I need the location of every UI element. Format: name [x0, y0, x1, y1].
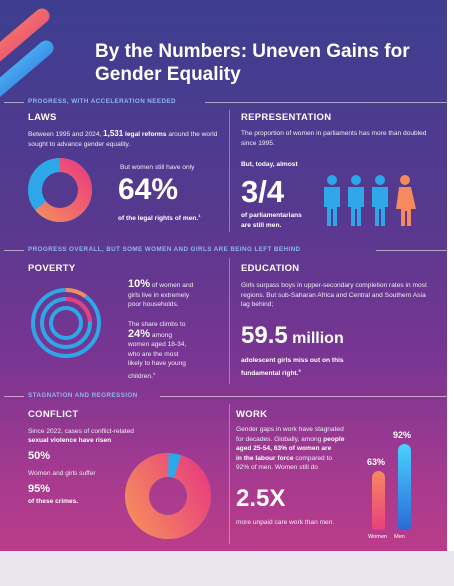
- conflict-heading: CONFLICT: [28, 409, 79, 420]
- conflict-mid-text: Women and girls suffer: [28, 470, 96, 477]
- work-intro-a: Gender gaps in work have stagnated: [236, 426, 344, 433]
- poverty-footnote: 4: [152, 370, 156, 376]
- poverty-heading: POVERTY: [28, 263, 76, 274]
- poverty-stat-2-c: women aged 18-34,: [128, 341, 187, 348]
- work-heading: WORK: [236, 409, 268, 420]
- conflict-intro-a: Since 2022, cases of conflict-related: [28, 428, 134, 435]
- band-label-progress: PROGRESS, WITH ACCELERATION NEEDED: [28, 98, 176, 105]
- conflict-caption: of these crimes.: [28, 498, 79, 505]
- education-stat: 59.5 million: [241, 322, 344, 353]
- work-bar-value-label: 92%: [393, 429, 412, 440]
- laws-caption: of the legal rights of men.1: [118, 211, 200, 224]
- band-label-overall: PROGRESS OVERALL, BUT SOME WOMEN AND GIR…: [28, 246, 301, 253]
- poverty-stat-2-f: children.: [128, 372, 153, 380]
- divider-row2: [229, 258, 230, 384]
- poverty-ring-chart: [31, 288, 101, 358]
- poverty-stat-1-num: 10%: [128, 278, 151, 290]
- band-rule-right-3: [160, 396, 447, 397]
- work-intro: Gender gaps in work have stagnated for d…: [236, 425, 376, 473]
- poverty-ring-24pct: [40, 297, 92, 349]
- laws-donut-slice: [28, 158, 92, 222]
- laws-donut-chart: [28, 158, 92, 222]
- work-bar-category-label: Men: [394, 534, 405, 540]
- band-rule-left-2: [4, 250, 24, 251]
- representation-but-text: But, today, almost: [241, 161, 298, 168]
- poverty-stat-1-c: poor households.: [128, 301, 179, 308]
- laws-intro-c: around the world sought to advance gende…: [28, 131, 218, 148]
- work-bar-chart: 63% Women 92% Men: [366, 420, 422, 544]
- work-intro-f: compared to: [295, 454, 333, 462]
- poverty-stat-1-a: of women and: [151, 282, 194, 289]
- divider-row3: [229, 404, 230, 544]
- conflict-stat-2: 95%: [28, 483, 51, 495]
- poverty-stat-2: The share climbs to 24% among women aged…: [128, 320, 226, 381]
- conflict-donut-chart: [125, 453, 211, 539]
- representation-stat: 3/4: [241, 174, 285, 209]
- work-bar-value-label: 63%: [367, 456, 386, 467]
- education-footnote: 5: [298, 368, 301, 373]
- work-intro-e: in the labour force: [236, 454, 294, 462]
- laws-intro-b: legal reforms: [125, 131, 167, 138]
- conflict-donut-slice: [125, 453, 211, 539]
- laws-intro-a: Between 1995 and 2024,: [28, 131, 102, 138]
- work-stat: 2.5X: [236, 485, 286, 512]
- representation-caption-b: are still men.: [241, 222, 282, 229]
- poverty-ring-track: [49, 306, 83, 340]
- laws-but-text: But women still have only: [120, 164, 195, 171]
- decorative-stripes: [0, 8, 54, 98]
- work-caption: more unpaid care work than men.: [236, 519, 335, 526]
- band-rule-right-2: [376, 250, 447, 251]
- poverty-stat-2-b: among: [151, 331, 173, 339]
- representation-caption-a: of parliamentarians: [241, 212, 302, 219]
- education-stat-unit: million: [292, 330, 344, 347]
- laws-intro: Between 1995 and 2024, 1,531 legal refor…: [28, 129, 228, 149]
- work-intro-d: aged 25-54, 63% of women are: [236, 445, 332, 452]
- poverty-stat-2-d: who are the most: [128, 350, 179, 358]
- band-rule-left: [4, 102, 24, 103]
- bottom-band: [0, 551, 454, 586]
- poverty-stat-2-a: The share climbs to: [128, 321, 186, 328]
- poverty-stat-2-e: likely to have young: [128, 360, 186, 367]
- person-icon-blue: [324, 175, 340, 226]
- poverty-stat-2-num: 24%: [128, 327, 151, 340]
- page-title: By the Numbers: Uneven Gains for Gender …: [95, 41, 410, 85]
- education-intro: Girls surpass boys in upper-secondary co…: [241, 282, 427, 308]
- work-intro-g: 92% of men. Women still do: [236, 464, 318, 471]
- laws-stat: 64%: [118, 173, 179, 206]
- work-bar-men: [398, 443, 411, 530]
- band-label-stagnation: STAGNATION AND REGRESSION: [28, 392, 138, 399]
- band-rule-right: [205, 102, 447, 103]
- conflict-intro-b: sexual violence have risen: [28, 437, 112, 444]
- representation-intro: The proportion of women in parliaments h…: [241, 130, 427, 147]
- work-bar-category-label: Women: [368, 534, 388, 540]
- laws-footnote: 1: [198, 213, 201, 218]
- people-icons: [324, 175, 416, 226]
- person-icon-orange: [396, 175, 416, 226]
- education-caption-a: adolescent girls miss out on this: [241, 357, 344, 364]
- education-caption-b-text: fundamental right.: [241, 370, 299, 378]
- band-rule-left-3: [4, 396, 24, 397]
- work-intro-b: for decades. Globally, among: [236, 435, 322, 443]
- poverty-stat-1-b: girls live in extremely: [128, 291, 190, 299]
- poverty-ring-10pct: [31, 288, 101, 358]
- laws-heading: LAWS: [28, 112, 57, 123]
- poverty-stat-1: 10% of women and girls live in extremely…: [128, 278, 226, 310]
- education-heading: EDUCATION: [241, 263, 300, 274]
- person-icon-blue: [348, 175, 364, 226]
- person-icon-blue: [372, 175, 388, 226]
- conflict-stat-1: 50%: [28, 450, 51, 462]
- work-bar-women: [372, 470, 385, 530]
- laws-caption-text: of the legal rights of men.: [118, 215, 199, 223]
- education-caption-b: fundamental right.5: [241, 366, 301, 379]
- right-edge-strip: [447, 0, 454, 586]
- laws-reforms-count: 1,531: [103, 129, 124, 138]
- divider-row1: [229, 110, 230, 232]
- education-stat-num: 59.5: [241, 322, 288, 349]
- representation-heading: REPRESENTATION: [241, 112, 332, 123]
- work-intro-c: people: [323, 435, 345, 443]
